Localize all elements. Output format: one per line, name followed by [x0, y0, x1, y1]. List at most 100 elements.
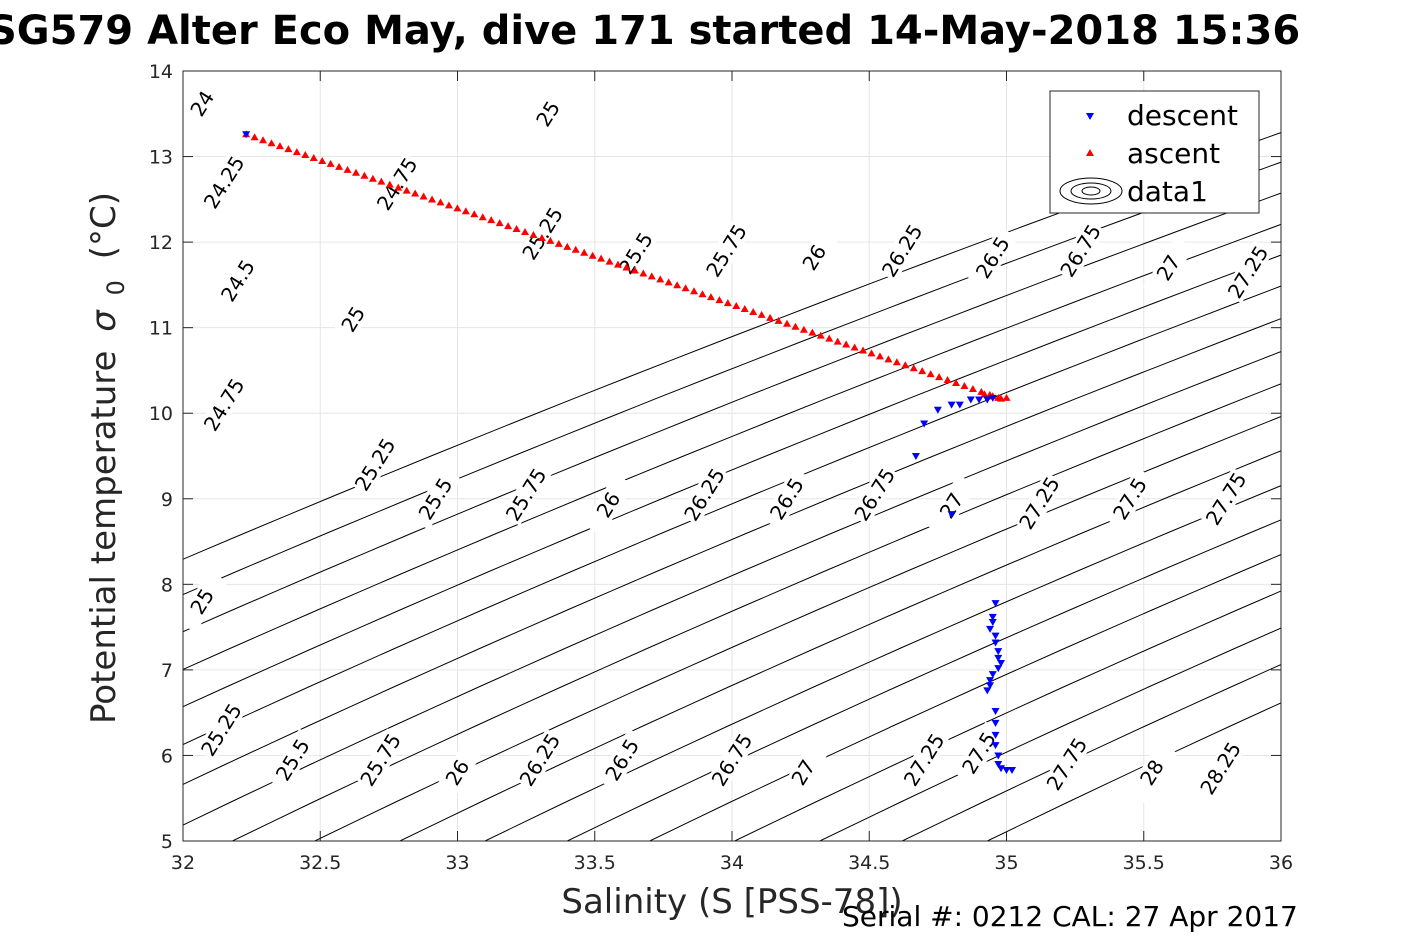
y-tick-label: 5 — [161, 831, 173, 853]
contour-line — [314, 415, 1281, 841]
ascent-point — [884, 355, 893, 363]
contour-label-background — [500, 463, 552, 526]
ascent-point — [740, 304, 749, 312]
descent-point — [955, 401, 964, 409]
contour-label-background — [196, 698, 247, 762]
ascent-point — [935, 373, 944, 381]
x-tick-label: 35 — [994, 852, 1018, 874]
ascent-point — [444, 201, 453, 209]
ascent-point — [267, 139, 276, 147]
ascent-point — [816, 331, 825, 339]
ascent-point — [563, 242, 572, 250]
x-tick-label: 35.5 — [1123, 852, 1165, 874]
ascent-point — [461, 207, 470, 215]
contour-label-background — [176, 570, 228, 633]
ascent-point — [850, 343, 859, 351]
descent-point — [983, 396, 992, 404]
contour-label-background — [898, 728, 950, 791]
contour-label-background — [761, 467, 813, 531]
descent-point — [988, 618, 997, 626]
contour-label-background — [432, 741, 483, 804]
descent-point — [986, 677, 995, 685]
ascent-point — [402, 186, 411, 194]
ascent-point — [504, 222, 513, 230]
legend-descent-marker — [1086, 113, 1094, 120]
y-tick-label: 8 — [161, 574, 173, 596]
descent-series — [242, 131, 1016, 774]
legend-data1-label: data1 — [1127, 175, 1208, 208]
contour-line — [183, 351, 1281, 826]
contour-line — [734, 590, 1281, 841]
ascent-point — [690, 287, 699, 295]
x-tick-label: 33 — [445, 852, 469, 874]
contour-label-background — [1195, 737, 1246, 800]
ascent-point — [980, 390, 989, 398]
ascent-point — [259, 136, 268, 144]
ascent-point — [647, 272, 656, 280]
ascent-series — [242, 130, 1011, 402]
ascent-point — [952, 379, 961, 387]
ascent-point — [335, 162, 344, 170]
contour-label-background — [1041, 732, 1093, 796]
contour-label-background — [198, 373, 250, 436]
contour-label-background — [517, 202, 568, 265]
descent-point — [991, 719, 1000, 727]
ascent-point — [664, 278, 673, 286]
ascent-point — [622, 263, 631, 271]
ascent-point — [859, 346, 868, 354]
x-tick-label: 34.5 — [848, 852, 890, 874]
legend-descent-label: descent — [1127, 99, 1238, 132]
descent-point — [975, 396, 984, 404]
y-tick-label: 9 — [161, 489, 173, 511]
ascent-point — [715, 296, 724, 304]
ascent-point — [275, 142, 284, 150]
ascent-point — [892, 358, 901, 366]
descent-point — [991, 742, 1000, 750]
x-axis-label: Salinity (S [PSS-78]) — [561, 882, 902, 922]
ascent-point — [681, 284, 690, 292]
y-axis-label-subscript: 0 — [102, 280, 130, 295]
contour-label-background — [679, 463, 730, 526]
ascent-point — [698, 290, 707, 298]
descent-point — [242, 131, 251, 139]
descent-point — [994, 752, 1003, 760]
contour-label-background — [706, 728, 758, 791]
descent-point — [991, 639, 1000, 647]
ascent-point — [318, 156, 327, 164]
ascent-point — [749, 307, 758, 315]
descent-point — [911, 453, 920, 460]
descent-point — [1002, 766, 1011, 774]
contour-line — [183, 223, 1281, 671]
ascent-point — [360, 171, 369, 179]
contour-label-background — [583, 473, 634, 537]
x-tick-label: 34 — [720, 852, 744, 874]
ascent-point — [571, 245, 580, 253]
contour-label-background — [1200, 467, 1252, 531]
ascent-point — [997, 394, 1006, 402]
ascent-point — [926, 370, 935, 378]
ascent-point — [368, 174, 377, 182]
contour-label-background — [267, 728, 319, 791]
ascent-point — [732, 302, 741, 310]
ascent-point — [791, 322, 800, 330]
contour-line — [232, 383, 1281, 841]
legend-ascent-label: ascent — [1127, 137, 1220, 170]
ascent-point — [428, 195, 437, 203]
ascent-point — [808, 328, 817, 336]
y-tick-label: 11 — [149, 318, 173, 340]
ascent-point — [639, 269, 648, 277]
contour-label-background — [514, 728, 566, 791]
descent-point — [988, 671, 997, 679]
descent-point — [991, 707, 1000, 715]
ascent-point — [351, 168, 360, 176]
ascent-point — [782, 319, 791, 327]
contour-label-background — [967, 226, 1019, 289]
contour-label-background — [926, 474, 977, 537]
ascent-point — [292, 148, 301, 156]
contour-label-background — [789, 226, 840, 289]
y-axis-label: Potential temperature σ 0 (°C) — [84, 192, 133, 724]
ascent-point — [250, 133, 259, 141]
ascent-point — [842, 340, 851, 348]
ascent-point — [554, 239, 563, 247]
ascent-point — [943, 376, 952, 384]
